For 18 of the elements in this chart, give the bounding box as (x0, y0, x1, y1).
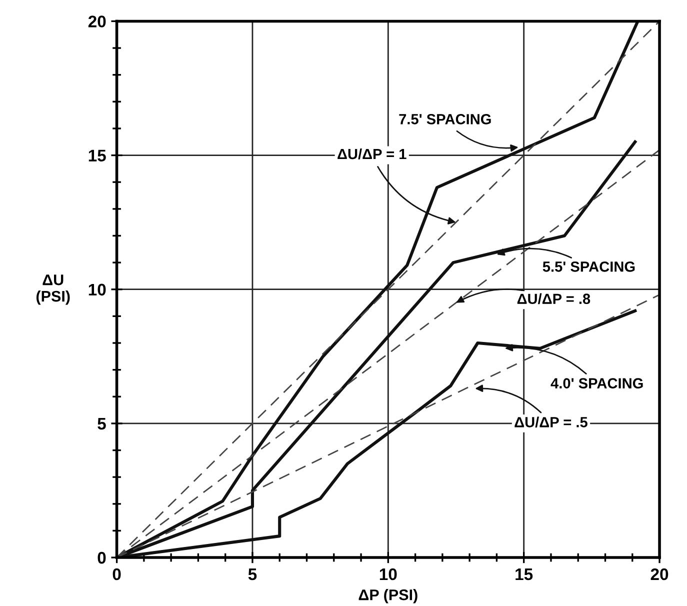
annotation: ΔU/ΔP = .8 (517, 293, 590, 304)
x-tick-label: 15 (516, 568, 533, 580)
annotation: ΔU/ΔP = 1 (338, 148, 406, 160)
x-tick-label: 20 (650, 568, 668, 580)
annotation: 4.0' SPACING (550, 378, 643, 388)
annotation: ΔU/ΔP = .5 (514, 416, 588, 428)
x-tick-label: 10 (380, 568, 397, 580)
x-axis-title: ΔP (PSI) (358, 589, 418, 604)
y-axis-title: ΔU (PSI) (36, 274, 70, 305)
annotation: 5.5' SPACING (542, 262, 635, 272)
y-tick-label: 20 (88, 16, 106, 28)
x-tick-label: 5 (248, 568, 257, 580)
annotation: 7.5' SPACING (399, 114, 491, 124)
y-tick-label: 5 (98, 418, 106, 430)
x-tick-label: 0 (112, 568, 121, 580)
y-tick-label: 15 (88, 150, 106, 162)
y-tick-label: 0 (98, 552, 106, 564)
y-tick-label: 10 (88, 284, 106, 296)
